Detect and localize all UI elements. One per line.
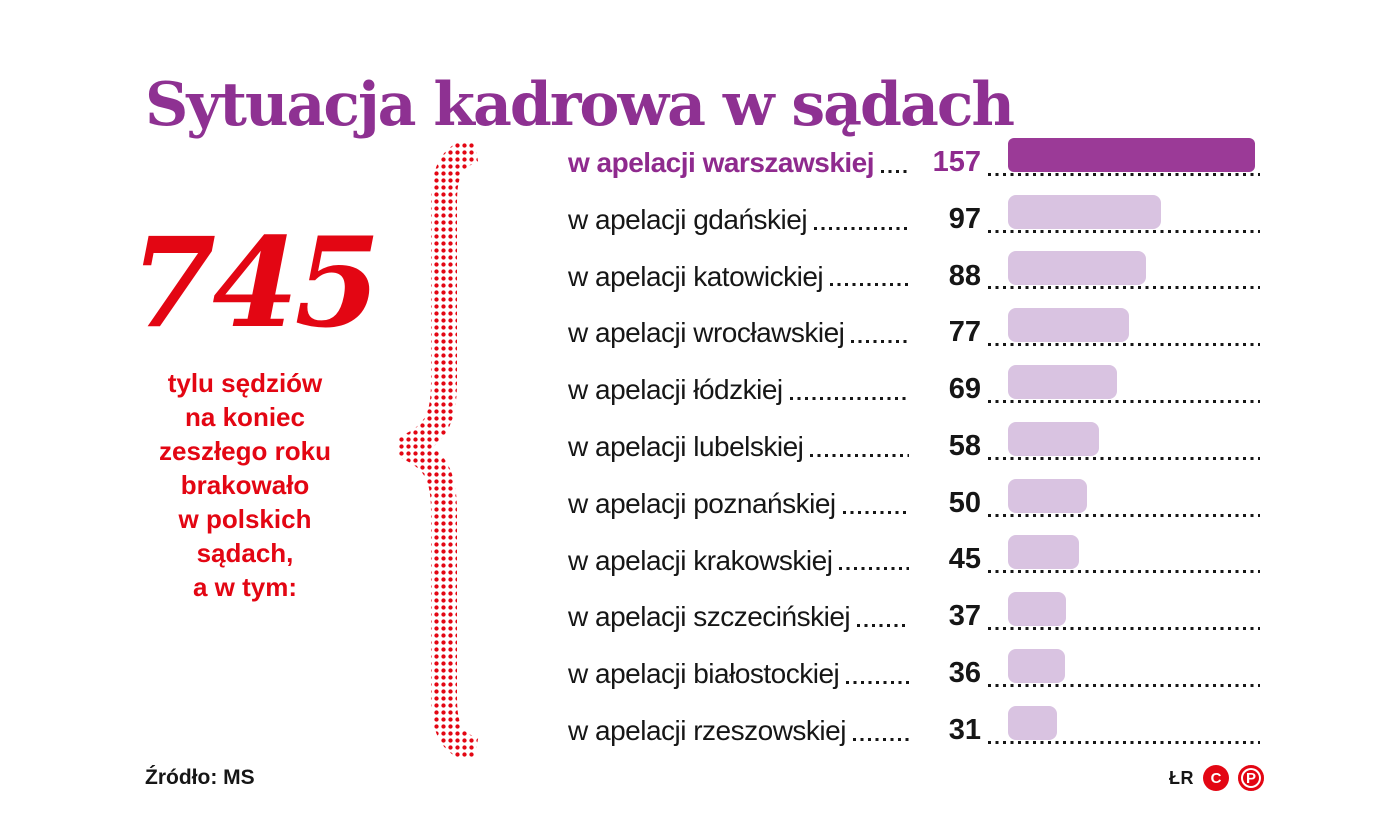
dotted-leader	[839, 567, 909, 571]
dotted-leader	[988, 570, 1260, 574]
bar	[1008, 194, 1161, 229]
chart-row: w apelacji krakowskiej 45	[568, 520, 1260, 577]
bar	[1008, 137, 1255, 172]
chart-row: w apelacji poznańskiej 50	[568, 463, 1260, 520]
stat-description-line: w polskich	[178, 504, 312, 534]
dotted-leader	[988, 343, 1260, 347]
dotted-leader	[988, 172, 1260, 176]
bar-chart: w apelacji warszawskiej 157 w apelacji gda…	[568, 122, 1260, 747]
stat-description: tylu sędziów na koniec zeszłego roku brakow…	[128, 366, 362, 604]
bar-track	[988, 529, 1260, 574]
row-value: 88	[948, 259, 981, 292]
bar-track	[988, 416, 1260, 460]
chart-row: w apelacji wrocławskiej 77	[568, 292, 1260, 349]
dotted-leader	[988, 627, 1260, 631]
chart-row: w apelacji łódzkiej 69	[568, 349, 1260, 406]
dotted-leader	[852, 737, 909, 741]
chart-row: w apelacji warszawskiej 157	[568, 122, 1260, 179]
stat-description-line: a w tym:	[192, 572, 298, 602]
chart-row: w apelacji lubelskiej 58	[568, 406, 1260, 463]
source-label: Źródło: MS	[145, 766, 255, 789]
bar	[1008, 648, 1065, 683]
chart-row: w apelacji białostockiej 36	[568, 633, 1260, 690]
bar	[1008, 535, 1079, 570]
copyright-icon: C	[1203, 765, 1229, 791]
stat-description-line: na koniec	[185, 402, 305, 432]
dotted-leader	[851, 340, 909, 344]
bar-track	[988, 132, 1260, 176]
dotted-leader	[789, 396, 909, 400]
bar	[1008, 478, 1087, 513]
chart-row: w apelacji katowickiej 88	[568, 236, 1260, 293]
row-value: 97	[948, 202, 981, 235]
bar-track	[988, 643, 1260, 687]
row-value: 77	[948, 316, 981, 349]
row-value: 50	[948, 486, 981, 519]
row-value: 31	[948, 713, 981, 746]
dotted-leader	[988, 513, 1260, 517]
row-label: w apelacji krakowskiej	[568, 544, 833, 576]
row-value: 45	[948, 543, 981, 576]
row-value: 36	[948, 657, 981, 690]
dotted-leader	[988, 683, 1260, 687]
row-label: w apelacji gdańskiej	[568, 203, 808, 235]
row-value: 69	[948, 373, 981, 406]
dotted-leader	[857, 624, 909, 628]
bar-track	[988, 302, 1260, 347]
bar-track	[988, 189, 1260, 233]
dotted-leader	[842, 510, 909, 514]
stat-description-line: sądach,	[196, 538, 294, 568]
dotted-leader	[988, 399, 1260, 403]
row-label: w apelacji poznańskiej	[568, 487, 836, 519]
row-value: 58	[948, 429, 981, 462]
credits: ŁR C P	[1169, 765, 1264, 791]
bar	[1008, 251, 1146, 286]
row-label: w apelacji łódzkiej	[568, 374, 783, 406]
row-value: 157	[932, 145, 981, 178]
stat-description-line: zeszłego roku	[159, 436, 331, 466]
page-title: Sytuacja kadrowa w sądach	[145, 70, 1015, 141]
p-in-circle-icon: P	[1238, 765, 1264, 791]
row-label: w apelacji katowickiej	[568, 260, 824, 292]
bar	[1008, 421, 1099, 456]
row-value: 37	[948, 600, 981, 633]
bar	[1008, 364, 1117, 399]
row-label: w apelacji warszawskiej	[568, 147, 875, 178]
bar-track	[988, 700, 1260, 744]
chart-row: w apelacji szczecińskiej 37	[568, 576, 1260, 633]
bar-track	[988, 473, 1260, 517]
row-label: w apelacji rzeszowskiej	[568, 714, 846, 746]
stat-description-line: brakowało	[180, 470, 310, 500]
dotted-leader	[830, 283, 909, 287]
chart-row: w apelacji gdańskiej 97	[568, 179, 1260, 236]
stat-number: 745	[130, 211, 381, 356]
row-label: w apelacji wrocławskiej	[568, 317, 845, 349]
dotted-leader	[988, 286, 1260, 290]
dotted-leader	[988, 456, 1260, 460]
bar-track	[988, 359, 1260, 403]
row-label: w apelacji lubelskiej	[568, 430, 804, 462]
author-initials: ŁR	[1169, 767, 1194, 788]
brace-decoration	[399, 142, 480, 758]
dotted-leader	[988, 229, 1260, 233]
dotted-leader	[988, 740, 1260, 744]
dotted-leader	[810, 453, 909, 457]
bar-track	[988, 586, 1260, 631]
bar	[1008, 308, 1129, 343]
bar-track	[988, 245, 1260, 290]
row-label: w apelacji szczecińskiej	[568, 601, 851, 633]
bar	[1008, 705, 1057, 740]
bar	[1008, 592, 1066, 627]
dotted-leader	[846, 680, 909, 684]
dotted-leader	[881, 169, 909, 173]
stat-description-line: tylu sędziów	[167, 368, 323, 398]
chart-row: w apelacji rzeszowskiej 31	[568, 690, 1260, 747]
row-label: w apelacji białostockiej	[568, 658, 840, 690]
dotted-leader	[814, 226, 909, 230]
